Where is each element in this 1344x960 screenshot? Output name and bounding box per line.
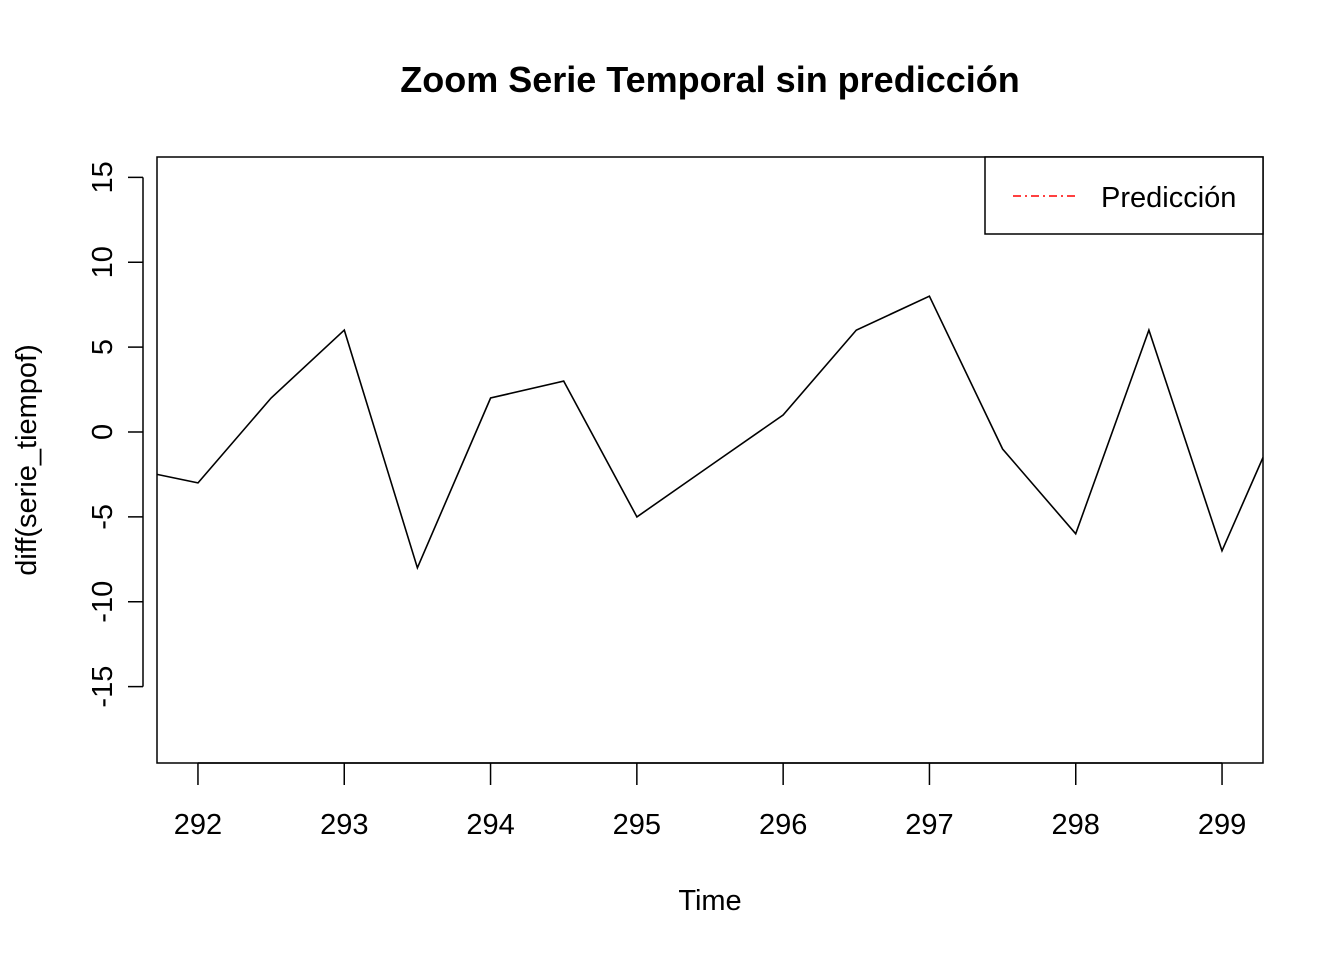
legend: Predicción bbox=[984, 156, 1264, 235]
x-axis: 292 293 294 295 296 297 298 299 bbox=[174, 762, 1246, 841]
y-tick-label: 0 bbox=[87, 424, 119, 440]
x-tick-label: 294 bbox=[466, 809, 514, 841]
y-axis-label: diff(serie_tiempof) bbox=[11, 344, 43, 576]
legend-label-prediccion: Predicción bbox=[1101, 182, 1236, 214]
x-axis-label: Time bbox=[678, 885, 741, 917]
x-tick-label: 297 bbox=[905, 809, 953, 841]
y-tick-label: -10 bbox=[87, 581, 119, 623]
x-tick-label: 299 bbox=[1198, 809, 1246, 841]
plot-box bbox=[156, 156, 1264, 764]
x-tick-label: 296 bbox=[759, 809, 807, 841]
y-tick-label: -5 bbox=[87, 504, 119, 530]
y-tick-label: 5 bbox=[87, 339, 119, 355]
series-line bbox=[156, 295, 1264, 571]
y-tick-label: 10 bbox=[87, 246, 119, 278]
y-tick-label: -15 bbox=[87, 666, 119, 708]
x-tick-label: 293 bbox=[320, 809, 368, 841]
y-axis: -15 -10 -5 0 5 10 15 bbox=[87, 161, 144, 708]
x-tick-label: 298 bbox=[1052, 809, 1100, 841]
y-tick-label: 15 bbox=[87, 161, 119, 193]
x-tick-label: 295 bbox=[613, 809, 661, 841]
chart-title: Zoom Serie Temporal sin predicción bbox=[400, 59, 1019, 100]
x-tick-label: 292 bbox=[174, 809, 222, 841]
series-layer bbox=[156, 295, 1264, 571]
